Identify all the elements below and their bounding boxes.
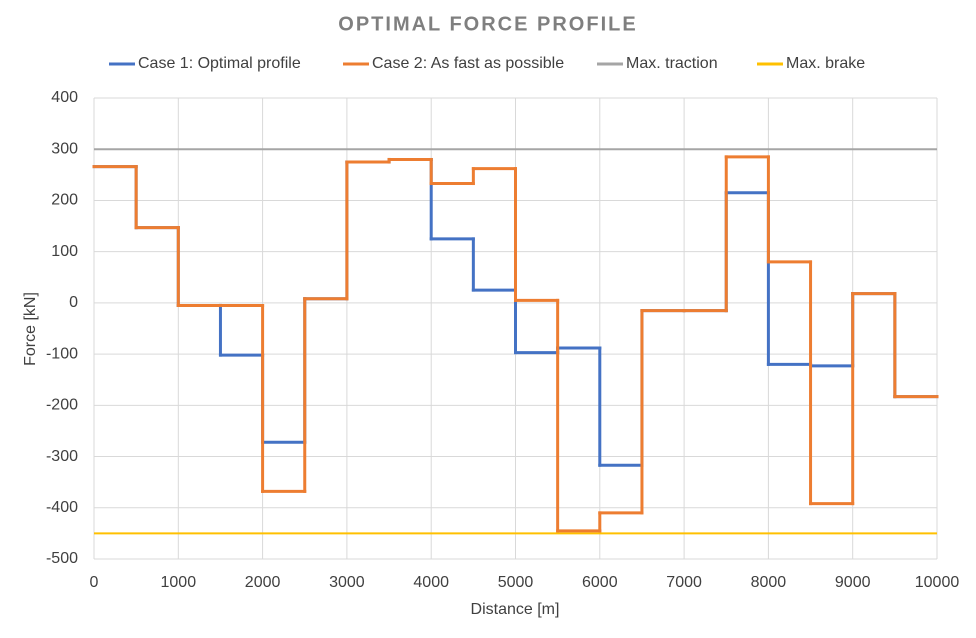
x-tick-label: 0 bbox=[90, 574, 99, 591]
x-tick-label: 4000 bbox=[413, 574, 449, 591]
y-axis-label: Force [kN] bbox=[22, 292, 39, 366]
legend-label: Case 2: As fast as possible bbox=[372, 55, 564, 72]
x-tick-label: 9000 bbox=[835, 574, 871, 591]
y-tick-label: 100 bbox=[51, 243, 78, 260]
x-tick-label: 8000 bbox=[751, 574, 787, 591]
x-tick-label: 2000 bbox=[245, 574, 281, 591]
y-tick-label: 400 bbox=[51, 89, 78, 106]
x-tick-label: 10000 bbox=[915, 574, 960, 591]
y-tick-label: 300 bbox=[51, 140, 78, 157]
y-tick-label: 0 bbox=[69, 294, 78, 311]
legend-label: Max. brake bbox=[786, 55, 865, 72]
x-tick-label: 6000 bbox=[582, 574, 618, 591]
y-tick-label: -200 bbox=[46, 397, 78, 414]
chart-title: OPTIMAL FORCE PROFILE bbox=[338, 13, 637, 35]
legend-label: Max. traction bbox=[626, 55, 718, 72]
x-tick-label: 5000 bbox=[498, 574, 534, 591]
y-tick-label: 200 bbox=[51, 192, 78, 209]
legend-label: Case 1: Optimal profile bbox=[138, 55, 301, 72]
x-axis-label: Distance [m] bbox=[471, 601, 560, 618]
y-tick-label: -100 bbox=[46, 345, 78, 362]
y-tick-label: -400 bbox=[46, 499, 78, 516]
y-tick-label: -300 bbox=[46, 448, 78, 465]
x-tick-label: 7000 bbox=[666, 574, 702, 591]
x-tick-label: 1000 bbox=[161, 574, 197, 591]
x-tick-label: 3000 bbox=[329, 574, 365, 591]
y-tick-label: -500 bbox=[46, 550, 78, 567]
